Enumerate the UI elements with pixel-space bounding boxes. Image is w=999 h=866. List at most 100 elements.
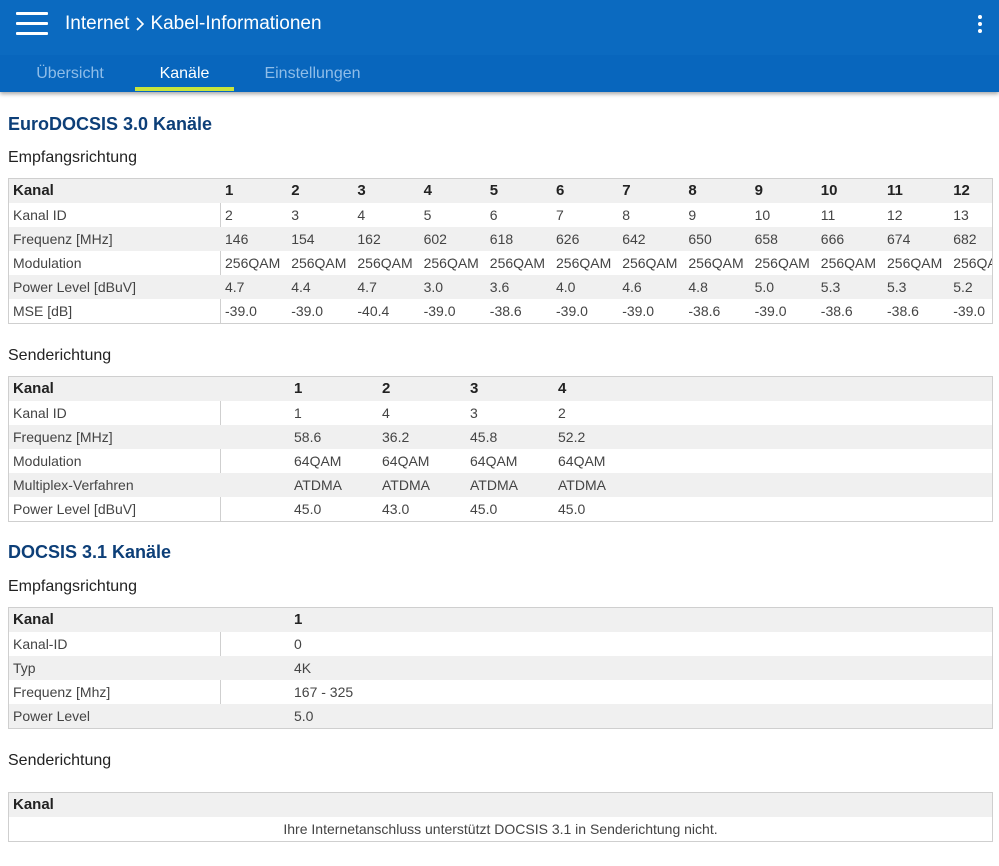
table-row: Modulation 256QAM 256QAM 256QAM 256QAM 256QAM… bbox=[9, 251, 992, 275]
title-bar: Internet Kabel-Informationen bbox=[0, 0, 999, 55]
row-label: Power Level [dBuV] bbox=[13, 501, 136, 517]
unsupported-message: Ihre Internetanschluss unterstützt DOCSI… bbox=[283, 821, 718, 837]
table-cell: 64QAM bbox=[470, 453, 518, 469]
table-cell: 5.3 bbox=[820, 279, 841, 295]
table-cell: -40.4 bbox=[357, 303, 390, 319]
table-cell: -38.6 bbox=[489, 303, 522, 319]
table-row: Modulation 64QAM 64QAM 64QAM 64QAM bbox=[9, 449, 992, 473]
channel-number: 9 bbox=[754, 182, 763, 199]
row-label: Kanal ID bbox=[13, 405, 67, 421]
table-cell: 6 bbox=[489, 207, 498, 223]
table-upstream-30: Kanal 1 2 3 4 Kanal ID 1 4 3 2 Frequenz [MHz] 58.6 3… bbox=[8, 376, 993, 522]
table-cell: 64QAM bbox=[382, 453, 430, 469]
table-cell: 674 bbox=[887, 231, 911, 247]
table-cell: 10 bbox=[754, 207, 771, 223]
column-divider bbox=[220, 179, 221, 323]
table-cell: 8 bbox=[622, 207, 630, 223]
table-cell: 4 bbox=[357, 207, 366, 223]
hamburger-menu-icon[interactable] bbox=[16, 11, 49, 37]
table-cell: ATDMA bbox=[294, 477, 342, 493]
table-cell: 256QAM bbox=[953, 255, 992, 271]
table-cell: 5 bbox=[423, 207, 432, 223]
table-cell: -39.0 bbox=[622, 303, 655, 319]
table-cell: 2 bbox=[558, 405, 566, 421]
channel-number: 3 bbox=[470, 380, 479, 397]
table-cell: 4.6 bbox=[622, 279, 642, 295]
table-cell: 256QAM bbox=[357, 255, 413, 271]
row-label: Modulation bbox=[13, 255, 82, 271]
table-cell: 3 bbox=[470, 405, 478, 421]
table-cell: 4.8 bbox=[688, 279, 708, 295]
subsection-title-downstream30: Empfangsrichtung bbox=[8, 149, 137, 166]
table-cell: 602 bbox=[423, 231, 447, 247]
table-row: Power Level 5.0 bbox=[9, 704, 992, 728]
row-label: MSE [dB] bbox=[13, 303, 73, 319]
table-row: Power Level [dBuV] 4.7 4.4 4.7 3.0 3.6 4.0 4.6 4… bbox=[9, 275, 992, 299]
table-downstream-31: Kanal 1 Kanal-ID 0 Typ 4K Frequenz [Mhz] 167 - … bbox=[8, 607, 993, 729]
table-cell: 45.0 bbox=[558, 501, 586, 517]
table-cell: 3.6 bbox=[489, 279, 510, 295]
table-cell: 58.6 bbox=[294, 429, 322, 445]
table-row: Kanal ID 2 3 4 5 6 7 8 9 10 11 12 13 bbox=[9, 203, 992, 227]
channel-number: 3 bbox=[357, 182, 366, 199]
tab-overview[interactable]: Übersicht bbox=[36, 64, 104, 82]
row-label: Power Level bbox=[13, 708, 91, 724]
app-bar: Internet Kabel-Informationen Übersicht K… bbox=[0, 0, 999, 92]
channel-number: 6 bbox=[556, 182, 565, 199]
table-cell: 256QAM bbox=[688, 255, 744, 271]
table-header-row: Kanal 1 2 3 4 bbox=[9, 377, 992, 401]
table-cell: 5.3 bbox=[887, 279, 907, 295]
channel-number: 8 bbox=[688, 182, 697, 199]
more-options-icon[interactable] bbox=[972, 12, 988, 36]
row-label: Frequenz [Mhz] bbox=[13, 684, 111, 700]
table-cell: ATDMA bbox=[470, 477, 518, 493]
table-cell: 0 bbox=[294, 636, 302, 652]
breadcrumb-internet[interactable]: Internet bbox=[65, 13, 130, 34]
table-cell: 64QAM bbox=[558, 453, 606, 469]
table-cell: 256QAM bbox=[887, 255, 943, 271]
table-cell: 642 bbox=[622, 231, 646, 247]
table-cell: 5.0 bbox=[754, 279, 775, 295]
table-cell: 64QAM bbox=[294, 453, 342, 469]
table-cell: 36.2 bbox=[382, 429, 410, 445]
table-cell: 4.0 bbox=[556, 279, 576, 295]
channel-number: 4 bbox=[558, 380, 567, 397]
channel-number: 2 bbox=[382, 380, 391, 397]
tab-bar: Übersicht Kanäle Einstellungen bbox=[0, 55, 999, 92]
table-cell: 256QAM bbox=[556, 255, 612, 271]
tab-channels[interactable]: Kanäle bbox=[159, 64, 210, 82]
table-row: Frequenz [MHz] 146 154 162 602 618 626 642 650 65… bbox=[9, 227, 992, 251]
table-row: Typ 4K bbox=[9, 656, 992, 680]
table-cell: -39.0 bbox=[423, 303, 456, 319]
table-cell: 1 bbox=[294, 405, 302, 421]
table-cell: 52.2 bbox=[558, 429, 586, 445]
table-upstream-31: Kanal Ihre Internetanschluss unterstützt… bbox=[8, 792, 993, 842]
subsection-title-downstream31: Empfangsrichtung bbox=[8, 578, 137, 595]
table-cell: 666 bbox=[820, 231, 845, 247]
column-divider bbox=[220, 377, 221, 521]
header-label: Kanal bbox=[13, 182, 54, 199]
channel-number: 1 bbox=[294, 380, 303, 397]
table-row: Power Level [dBuV] 45.0 43.0 45.0 45.0 bbox=[9, 497, 992, 521]
header-label: Kanal bbox=[13, 796, 54, 813]
table-cell: -38.6 bbox=[820, 303, 853, 319]
table-cell: ATDMA bbox=[382, 477, 430, 493]
table-cell: -39.0 bbox=[291, 303, 324, 319]
table-row: MSE [dB] -39.0 -39.0 -40.4 -39.0 -38.6 -39.0 -3… bbox=[9, 299, 992, 323]
tab-settings[interactable]: Einstellungen bbox=[264, 64, 361, 82]
table-cell: 154 bbox=[291, 231, 315, 247]
table-row: Kanal-ID 0 bbox=[9, 632, 992, 656]
channel-number: 1 bbox=[225, 182, 234, 199]
channel-number: 7 bbox=[622, 182, 631, 199]
table-row: Multiplex-Verfahren ATDMA ATDMA ATDMA ATDMA bbox=[9, 473, 992, 497]
table-cell: 4.4 bbox=[291, 279, 311, 295]
channel-number: 12 bbox=[953, 182, 970, 199]
table-cell: 162 bbox=[357, 231, 381, 247]
channel-number: 2 bbox=[291, 182, 300, 199]
table-cell: 11 bbox=[820, 207, 836, 223]
table-cell: 658 bbox=[754, 231, 778, 247]
table-cell: 618 bbox=[489, 231, 514, 247]
table-cell: 2 bbox=[225, 207, 233, 223]
channel-number: 1 bbox=[294, 611, 303, 628]
table-row: Kanal ID 1 4 3 2 bbox=[9, 401, 992, 425]
